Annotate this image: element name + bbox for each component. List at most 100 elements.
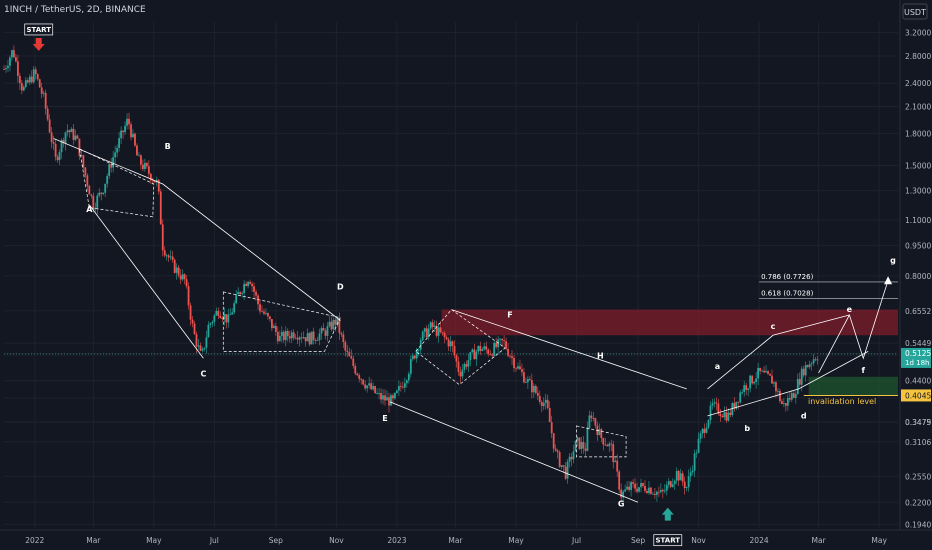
candle-body xyxy=(36,74,39,80)
candle-body xyxy=(521,369,523,373)
price-axis-label: 3.2000 xyxy=(905,29,931,38)
price-axis-label: 0.6552 xyxy=(905,307,931,316)
candle-body xyxy=(614,460,617,463)
candle-body xyxy=(241,293,244,295)
candle-body xyxy=(447,339,450,347)
candle-body xyxy=(157,179,160,192)
candle-body xyxy=(703,428,706,433)
candle-body xyxy=(145,163,148,167)
price-axis[interactable]: 3.2000 2.8000 2.4000 2.1000 1.8000 1.5000 1.30… xyxy=(899,0,932,550)
candle-body xyxy=(691,470,694,473)
candle-body xyxy=(816,359,819,361)
candle-body xyxy=(84,167,87,176)
candle-body xyxy=(612,444,615,463)
candle-body xyxy=(102,192,105,194)
candle-body xyxy=(719,413,722,417)
candle-body xyxy=(485,346,488,350)
candle-body xyxy=(699,433,702,439)
candle-body xyxy=(737,401,740,403)
candle-body xyxy=(181,274,184,280)
candle-body xyxy=(471,349,474,353)
candle-body xyxy=(618,471,621,490)
candle-body xyxy=(457,361,460,372)
candle-body xyxy=(608,443,611,447)
candle-body xyxy=(114,152,117,158)
candle-body xyxy=(425,328,428,338)
candle-body xyxy=(58,152,61,161)
candle-body xyxy=(796,379,799,395)
candle-body xyxy=(100,192,103,194)
candle-body xyxy=(632,482,634,484)
candle-body xyxy=(681,473,684,482)
candle-body xyxy=(153,180,156,183)
candle-body xyxy=(495,342,498,348)
candle-body xyxy=(161,224,164,251)
candle-body xyxy=(771,375,773,384)
candle-body xyxy=(42,92,45,94)
candle-body xyxy=(483,346,486,350)
wave-label: b xyxy=(744,424,750,433)
candle-body xyxy=(179,275,182,280)
candle-body xyxy=(604,444,607,446)
candle-body xyxy=(62,139,65,144)
dashed-triangle xyxy=(415,309,506,386)
candle-body xyxy=(280,331,283,336)
candle-body xyxy=(265,313,267,314)
candle-body xyxy=(685,487,688,489)
invalidation-text: invalidation level xyxy=(808,397,876,406)
start-box xyxy=(24,23,54,36)
dashed-triangle xyxy=(222,291,341,352)
candle-body xyxy=(566,461,569,479)
candle-body xyxy=(550,422,553,434)
candle-body xyxy=(511,356,513,358)
candle-body xyxy=(578,437,581,449)
candle-body xyxy=(225,314,228,323)
start-marker: START xyxy=(24,23,54,51)
candle-body xyxy=(374,386,376,394)
wave-label: B xyxy=(165,142,171,151)
price-axis-label: 1.3000 xyxy=(905,187,931,196)
candle-body xyxy=(802,368,805,376)
currency-button[interactable]: USDT xyxy=(902,3,928,20)
candle-body xyxy=(239,292,242,295)
candle-body xyxy=(695,452,698,454)
candle-body xyxy=(394,392,396,399)
candle-body xyxy=(465,364,468,367)
candle-body xyxy=(775,382,777,392)
candle-body xyxy=(461,369,464,377)
candle-body xyxy=(709,405,712,421)
candle-body xyxy=(721,416,724,418)
candle-body xyxy=(40,87,43,94)
candle-body xyxy=(247,281,249,286)
candle-body xyxy=(26,80,29,83)
candle-body xyxy=(322,328,325,331)
candle-body xyxy=(215,310,218,316)
candle-body xyxy=(110,164,113,168)
candle-body xyxy=(92,195,95,210)
candle-body xyxy=(437,327,440,336)
wave-label: a xyxy=(715,362,720,371)
candle-body xyxy=(473,349,476,360)
candle-body xyxy=(334,319,337,325)
candle-body xyxy=(370,383,373,390)
candle-body xyxy=(344,342,347,351)
time-axis[interactable]: 2022 Mar May Jul Sep Nov 2023 Mar May Jul Sep Nov 20… xyxy=(0,529,932,545)
candle-body xyxy=(743,385,746,392)
candle-body xyxy=(118,138,120,148)
candle-body xyxy=(356,373,359,376)
candle-body xyxy=(648,487,650,494)
candle-body xyxy=(263,311,265,314)
candle-body xyxy=(193,323,196,335)
candle-body xyxy=(741,391,744,393)
start-box xyxy=(653,534,683,547)
candle-body xyxy=(602,438,605,445)
candle-body xyxy=(207,324,210,338)
candle-body xyxy=(630,482,632,490)
wave-label: f xyxy=(862,366,866,375)
channel-line xyxy=(707,351,869,417)
time-axis-label: May xyxy=(146,536,162,545)
candle-body xyxy=(390,395,392,406)
candle-body xyxy=(733,403,736,409)
candle-body xyxy=(693,453,696,471)
